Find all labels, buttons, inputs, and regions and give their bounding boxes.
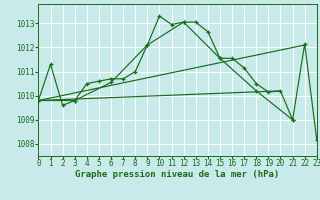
X-axis label: Graphe pression niveau de la mer (hPa): Graphe pression niveau de la mer (hPa) bbox=[76, 170, 280, 179]
